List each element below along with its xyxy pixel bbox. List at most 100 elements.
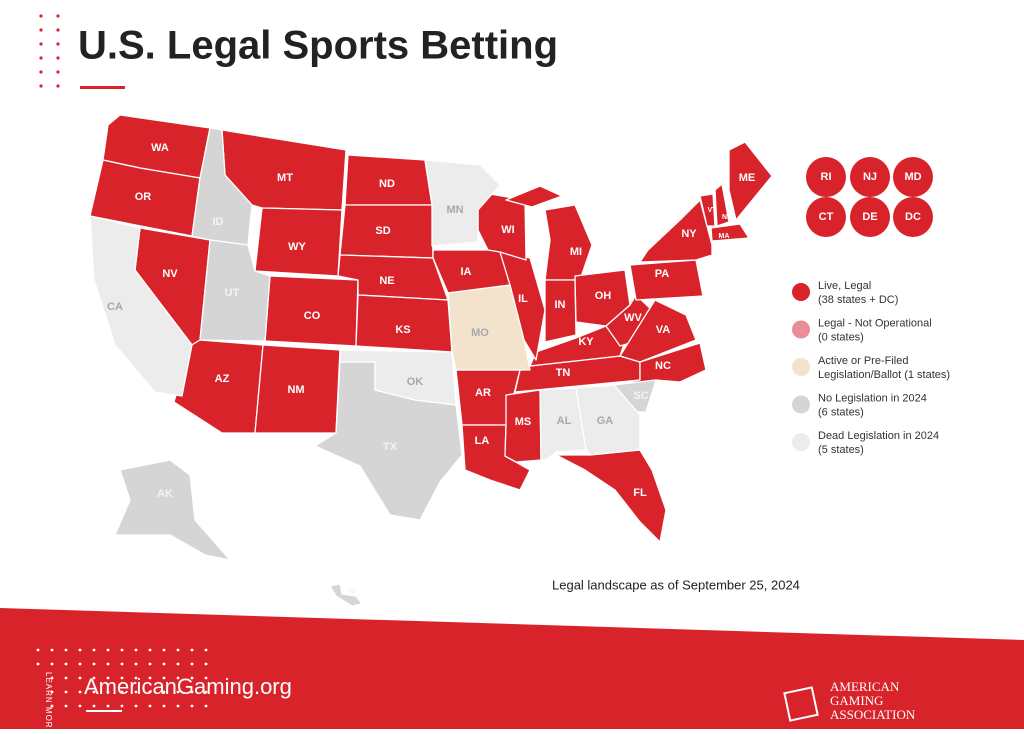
legend-count: (0 states) — [818, 331, 864, 343]
footer-link[interactable]: AmericanGaming.org — [84, 674, 292, 699]
state-shape — [699, 193, 716, 227]
state-label: CT — [819, 211, 834, 223]
dot — [78, 690, 82, 694]
state-shape — [505, 185, 563, 208]
legend-swatch — [792, 358, 810, 376]
dot — [134, 704, 138, 708]
state-label: MS — [515, 416, 532, 428]
legend: Live, Legal (38 states + DC) Legal - Not O… — [792, 280, 950, 456]
dot — [162, 648, 166, 652]
state-label: OK — [407, 376, 424, 388]
legend-swatch — [792, 395, 810, 414]
state-label: NC — [655, 360, 671, 372]
state-circle — [806, 157, 846, 197]
state-label: IL — [518, 293, 528, 305]
dot — [134, 690, 138, 694]
dot — [148, 704, 152, 708]
dot — [64, 662, 68, 666]
dot — [120, 648, 124, 652]
dot — [106, 648, 110, 652]
dot — [204, 704, 208, 708]
dot — [204, 690, 208, 694]
state-label: KY — [578, 336, 594, 348]
dot — [162, 704, 166, 708]
state-circle — [893, 197, 933, 237]
state-label: VA — [656, 324, 671, 336]
state-shape — [339, 349, 457, 406]
dot — [56, 70, 60, 74]
dot — [190, 676, 194, 680]
state-shape — [424, 159, 501, 247]
dot — [56, 14, 60, 18]
state-label: AL — [557, 415, 572, 427]
dot — [56, 84, 60, 88]
dot — [50, 662, 54, 666]
state-label: LA — [475, 435, 490, 447]
dot — [106, 662, 110, 666]
dot — [162, 662, 166, 666]
state-label: SD — [375, 225, 390, 237]
dot — [134, 648, 138, 652]
dot — [39, 84, 43, 88]
dot — [39, 70, 43, 74]
state-label: FL — [633, 487, 647, 499]
state-circle — [850, 157, 890, 197]
state-shape — [710, 223, 750, 242]
dot — [120, 676, 124, 680]
state-label: RI — [821, 171, 832, 183]
state-label: MO — [471, 327, 489, 339]
legend-count: (5 states) — [818, 444, 864, 456]
state-label: NE — [379, 275, 394, 287]
state-label: SC — [633, 390, 648, 402]
state-label: VT — [708, 207, 718, 214]
state-shape — [544, 279, 577, 343]
dot — [36, 662, 40, 666]
state-label: AK — [157, 488, 173, 500]
footer-band — [0, 608, 1024, 729]
legend-count: (6 states) — [818, 406, 864, 418]
title-underline — [80, 86, 125, 89]
title: U.S. Legal Sports Betting — [78, 24, 558, 68]
dot — [64, 676, 68, 680]
state-circle — [850, 197, 890, 237]
state-shape — [613, 342, 707, 386]
dot — [92, 690, 96, 694]
dot — [162, 676, 166, 680]
logo: AMERICAN GAMING ASSOCIATION — [783, 679, 916, 722]
legend-label: Live, Legal — [818, 280, 871, 292]
state-label: OH — [595, 290, 612, 302]
legend-swatch — [792, 283, 810, 301]
dot — [78, 704, 82, 708]
legend-swatch — [792, 320, 810, 339]
state-label: MI — [570, 246, 582, 258]
state-label: NM — [287, 384, 304, 396]
dot — [106, 676, 110, 680]
state-shape — [575, 384, 641, 456]
legend-label: No Legislation in 2024 — [818, 392, 927, 404]
dot — [92, 676, 96, 680]
dot — [64, 648, 68, 652]
state-label: PA — [655, 268, 670, 280]
dot — [176, 690, 180, 694]
dot — [148, 676, 152, 680]
dot — [120, 662, 124, 666]
dot — [92, 704, 96, 708]
state-label: ME — [739, 172, 756, 184]
state-shape — [114, 459, 231, 561]
state-label: MN — [446, 204, 463, 216]
dot — [190, 704, 194, 708]
state-label: TX — [383, 441, 398, 453]
state-label: CA — [107, 301, 123, 313]
state-label: DE — [862, 211, 877, 223]
dot — [190, 690, 194, 694]
note: Legal landscape as of September 25, 2024 — [552, 577, 800, 592]
state-circle — [893, 157, 933, 197]
state-shape — [89, 215, 193, 397]
state-label: HI — [348, 587, 356, 596]
state-label: AZ — [215, 373, 230, 385]
state-label: WV — [624, 312, 642, 324]
dot — [148, 648, 152, 652]
dot — [64, 704, 68, 708]
state-label: IN — [555, 299, 566, 311]
footer-underline — [86, 710, 122, 712]
